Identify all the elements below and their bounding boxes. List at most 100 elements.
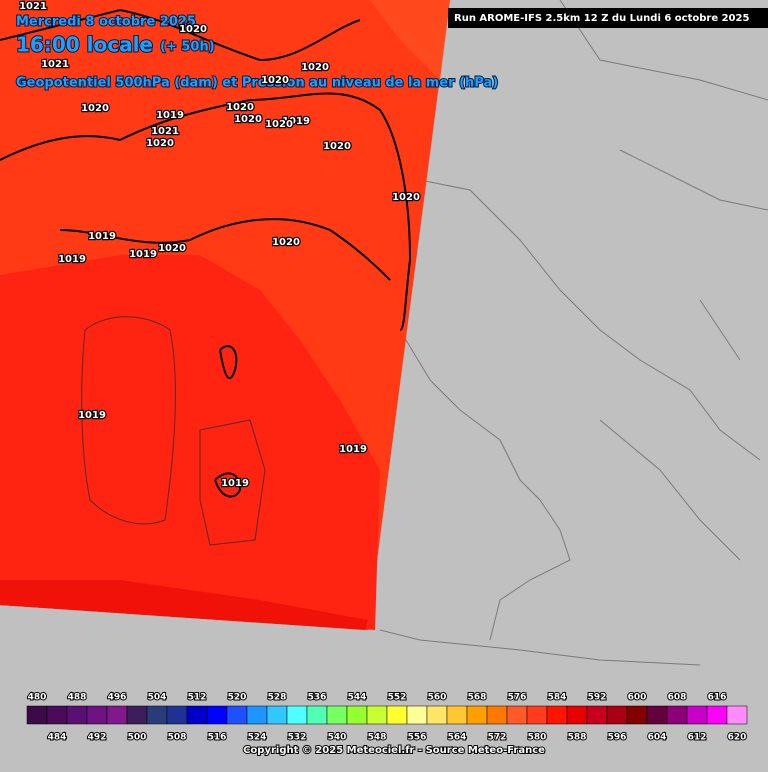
colorbar-label: 508 (168, 733, 187, 743)
colorbar-box (586, 705, 608, 725)
colorbar-box (426, 705, 448, 725)
colorbar-label: 552 (388, 693, 407, 703)
colorbar-box (26, 705, 48, 725)
colorbar-label: 556 (408, 733, 427, 743)
colorbar-box (46, 705, 68, 725)
coastlines (379, 0, 768, 666)
colorbar-label: 512 (188, 693, 207, 703)
colorbar-box (666, 705, 688, 725)
isobar-label: 1019 (221, 478, 249, 489)
colorbar-box (406, 705, 428, 725)
colorbar-box (206, 705, 228, 725)
colorbar-label: 596 (608, 733, 627, 743)
isobar-label: 1020 (261, 75, 289, 86)
isobars (0, 8, 412, 498)
colorbar-box (606, 705, 628, 725)
colorbar-label: 484 (48, 733, 67, 743)
run-banner (448, 8, 768, 28)
field-zone (370, 0, 450, 80)
isobar-label: 1019 (129, 249, 157, 260)
colorbar-label: 536 (308, 693, 327, 703)
colorbar-box (726, 705, 748, 725)
isobar-label: 1020 (158, 243, 186, 254)
isobar-label: 1020 (179, 24, 207, 35)
isobar-label: 1020 (265, 119, 293, 130)
colorbar-box (626, 705, 648, 725)
isobar-label: 1019 (58, 254, 86, 265)
colorbar-box (706, 705, 728, 725)
colorbar-box (546, 705, 568, 725)
colorbar-box (686, 705, 708, 725)
isobar-label: 1019 (88, 231, 116, 242)
isobar-label: 1020 (226, 102, 254, 113)
colorbar-box (106, 705, 128, 725)
colorbar-label: 612 (688, 733, 707, 743)
isobar-label: 1019 (282, 116, 310, 127)
run-info: Run AROME-IFS 2.5km 12 Z du Lundi 6 octo… (454, 13, 749, 24)
colorbar-label: 500 (128, 733, 147, 743)
colorbar-box (526, 705, 548, 725)
colorbar-label: 480 (28, 693, 47, 703)
colorbar-box (566, 705, 588, 725)
isobar-label: 1020 (301, 62, 329, 73)
date: Mercredi 8 octobre 2025 (16, 15, 196, 30)
isobar-label: 1020 (81, 103, 109, 114)
field-zone (0, 255, 380, 630)
colorbar-label: 568 (468, 693, 487, 703)
time: 16:00 locale (16, 33, 153, 57)
colorbar-box (506, 705, 528, 725)
lead-time: (+ 50h) (160, 40, 215, 55)
colorbar-label: 604 (648, 733, 667, 743)
field-zone (0, 580, 368, 630)
isobar-label: 1021 (19, 1, 47, 12)
colorbar-label: 524 (248, 733, 267, 743)
isobar-label: 1020 (323, 141, 351, 152)
colorbar-box (146, 705, 168, 725)
copyright: Copyright © 2025 Meteociel.fr - Source M… (243, 745, 545, 756)
colorbar-label: 492 (88, 733, 107, 743)
colorbar-label: 620 (728, 733, 747, 743)
isobar-label: 1019 (339, 444, 367, 455)
colorbar-box (326, 705, 348, 725)
colorbar-box (166, 705, 188, 725)
colorbar-box (126, 705, 148, 725)
colorbar-label: 528 (268, 693, 287, 703)
colorbar-label: 584 (548, 693, 567, 703)
colorbar-label: 608 (668, 693, 687, 703)
isobar-label: 1021 (151, 126, 179, 137)
colorbar-box (486, 705, 508, 725)
colorbar-box (366, 705, 388, 725)
colorbar-label: 572 (488, 733, 507, 743)
colorbar-label: 520 (228, 693, 247, 703)
colorbar-label: 504 (148, 693, 167, 703)
colorbar-box (266, 705, 288, 725)
isobar-label: 1020 (392, 192, 420, 203)
colorbar-box (346, 705, 368, 725)
colorbar-box (186, 705, 208, 725)
colorbar-label: 496 (108, 693, 127, 703)
colorbar-label: 580 (528, 733, 547, 743)
colorbar-box (306, 705, 328, 725)
colorbar-label: 488 (68, 693, 87, 703)
colorbar-label: 540 (328, 733, 347, 743)
borders (81, 316, 266, 546)
colorbar-box (226, 705, 248, 725)
colorbar-label: 548 (368, 733, 387, 743)
colorbar-label: 564 (448, 733, 467, 743)
colorbar-box (446, 705, 468, 725)
isobar-label: 1021 (41, 59, 69, 70)
field-title: Geopotentiel 500hPa (dam) et Pression au… (16, 76, 498, 91)
colorbar-label: 560 (428, 693, 447, 703)
colorbar-box (386, 705, 408, 725)
isobar-label: 1020 (272, 237, 300, 248)
colorbar-box (86, 705, 108, 725)
colorbar-label: 532 (288, 733, 307, 743)
colorbar-label: 576 (508, 693, 527, 703)
colorbar-box (286, 705, 308, 725)
colorbar-label: 592 (588, 693, 607, 703)
colorbar-box (246, 705, 268, 725)
colorbar-label: 616 (708, 693, 727, 703)
isobar-label: 1020 (234, 114, 262, 125)
colorbar-label: 600 (628, 693, 647, 703)
